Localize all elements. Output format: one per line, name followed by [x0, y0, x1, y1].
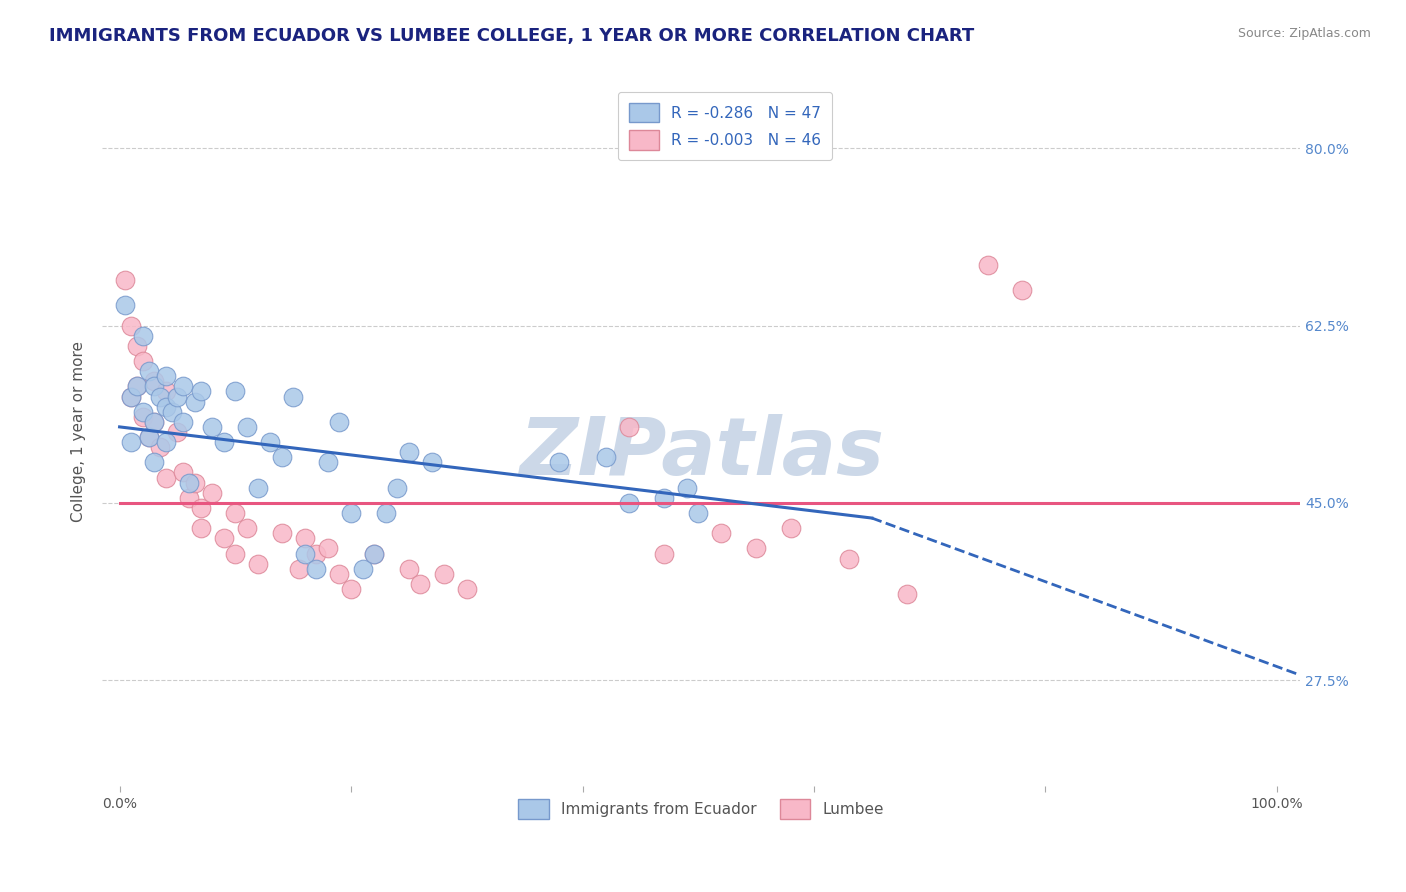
Point — [132, 354, 155, 368]
Point — [138, 430, 160, 444]
Point — [114, 273, 136, 287]
Point — [143, 374, 166, 388]
Point — [143, 379, 166, 393]
Point — [155, 384, 177, 399]
Point — [270, 526, 292, 541]
Point — [305, 547, 328, 561]
Point — [132, 328, 155, 343]
Point — [340, 582, 363, 596]
Point — [190, 500, 212, 515]
Point — [224, 384, 246, 399]
Point — [652, 491, 675, 505]
Point — [120, 318, 142, 333]
Point — [688, 506, 710, 520]
Point — [224, 547, 246, 561]
Point — [166, 425, 188, 439]
Point — [224, 506, 246, 520]
Point — [352, 562, 374, 576]
Point — [172, 466, 194, 480]
Point — [125, 379, 148, 393]
Point — [190, 521, 212, 535]
Point — [155, 369, 177, 384]
Point — [149, 440, 172, 454]
Point — [420, 455, 443, 469]
Point — [456, 582, 478, 596]
Point — [120, 390, 142, 404]
Point — [745, 541, 768, 556]
Point — [247, 557, 270, 571]
Point — [236, 521, 259, 535]
Point — [288, 562, 311, 576]
Legend: Immigrants from Ecuador, Lumbee: Immigrants from Ecuador, Lumbee — [512, 793, 890, 825]
Point — [595, 450, 617, 465]
Point — [177, 491, 200, 505]
Point — [433, 566, 456, 581]
Point — [328, 415, 350, 429]
Point — [132, 405, 155, 419]
Point — [125, 339, 148, 353]
Point — [363, 547, 385, 561]
Point — [374, 506, 396, 520]
Point — [779, 521, 801, 535]
Point — [398, 562, 420, 576]
Point — [120, 435, 142, 450]
Point — [236, 420, 259, 434]
Point — [160, 405, 183, 419]
Point — [155, 400, 177, 414]
Point — [184, 475, 207, 490]
Point — [270, 450, 292, 465]
Point — [283, 390, 305, 404]
Point — [155, 435, 177, 450]
Point — [305, 562, 328, 576]
Point — [177, 475, 200, 490]
Point — [166, 390, 188, 404]
Point — [212, 531, 235, 545]
Text: ZIPatlas: ZIPatlas — [519, 414, 883, 492]
Point — [212, 435, 235, 450]
Point — [125, 379, 148, 393]
Point — [172, 415, 194, 429]
Point — [172, 379, 194, 393]
Point — [114, 298, 136, 312]
Point — [184, 394, 207, 409]
Point — [316, 541, 339, 556]
Point — [316, 455, 339, 469]
Point — [548, 455, 571, 469]
Point — [201, 420, 224, 434]
Point — [617, 420, 640, 434]
Point — [259, 435, 281, 450]
Point — [896, 587, 918, 601]
Point — [328, 566, 350, 581]
Point — [652, 547, 675, 561]
Point — [247, 481, 270, 495]
Point — [294, 547, 316, 561]
Point — [143, 415, 166, 429]
Point — [363, 547, 385, 561]
Point — [675, 481, 697, 495]
Point — [1011, 283, 1033, 297]
Point — [201, 485, 224, 500]
Text: Source: ZipAtlas.com: Source: ZipAtlas.com — [1237, 27, 1371, 40]
Point — [155, 470, 177, 484]
Point — [190, 384, 212, 399]
Point — [398, 445, 420, 459]
Point — [387, 481, 409, 495]
Point — [132, 409, 155, 424]
Text: IMMIGRANTS FROM ECUADOR VS LUMBEE COLLEGE, 1 YEAR OR MORE CORRELATION CHART: IMMIGRANTS FROM ECUADOR VS LUMBEE COLLEG… — [49, 27, 974, 45]
Point — [143, 415, 166, 429]
Point — [710, 526, 733, 541]
Point — [138, 430, 160, 444]
Point — [138, 364, 160, 378]
Point — [976, 258, 998, 272]
Point — [340, 506, 363, 520]
Point — [617, 496, 640, 510]
Y-axis label: College, 1 year or more: College, 1 year or more — [72, 342, 86, 523]
Point — [143, 455, 166, 469]
Point — [149, 390, 172, 404]
Point — [838, 551, 860, 566]
Point — [294, 531, 316, 545]
Point — [409, 577, 432, 591]
Point — [120, 390, 142, 404]
